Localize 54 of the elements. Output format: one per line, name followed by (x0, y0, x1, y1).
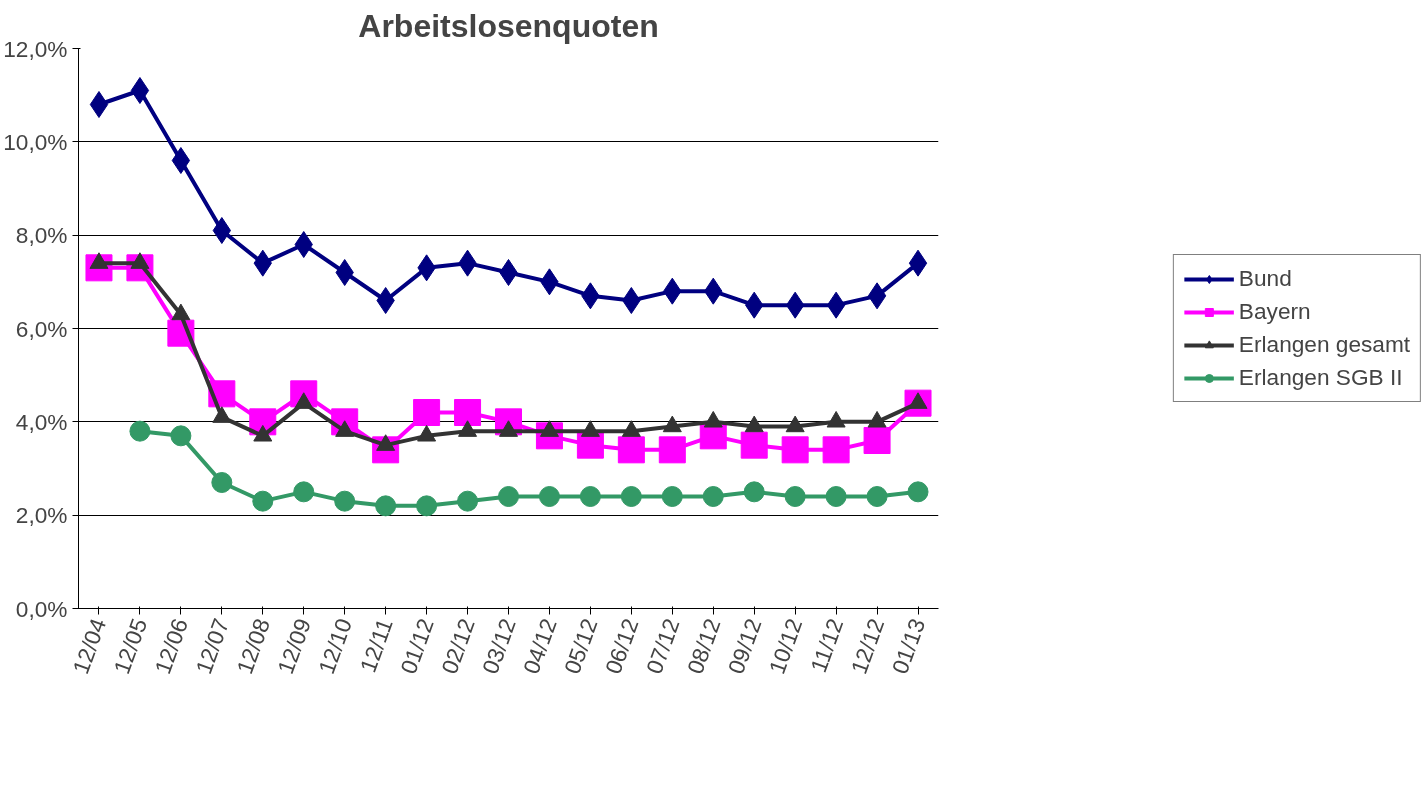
point (825, 486, 847, 507)
point (375, 495, 397, 517)
point (661, 486, 683, 507)
point (416, 495, 438, 517)
point (130, 77, 150, 104)
point (252, 490, 274, 512)
point (620, 486, 642, 507)
point (538, 486, 560, 507)
point (622, 287, 641, 314)
point (498, 486, 519, 507)
point (702, 486, 724, 507)
y-tick-label: 12,0% (3, 35, 68, 62)
point (867, 282, 887, 310)
point (454, 399, 482, 426)
point (129, 420, 151, 442)
point (863, 427, 891, 454)
y-tick-label: 2,0% (15, 502, 68, 529)
y-tick-label: 4,0% (15, 408, 68, 435)
y-tick-label: 6,0% (15, 315, 68, 342)
point (826, 291, 846, 319)
point (908, 249, 928, 277)
point (740, 431, 768, 459)
x-tick-label: 12/09 (272, 615, 316, 678)
point (499, 259, 518, 286)
point (579, 486, 601, 507)
point (743, 481, 765, 503)
point (212, 217, 231, 244)
point (89, 91, 109, 118)
point (376, 287, 395, 314)
point (334, 490, 356, 512)
legend-label: Bayern (1238, 298, 1311, 325)
legend-label: Bund (1238, 265, 1292, 292)
point (866, 486, 888, 507)
point (822, 436, 850, 464)
point (294, 231, 313, 258)
point (784, 486, 806, 507)
point (211, 472, 233, 493)
point (335, 259, 354, 286)
legend-label: Erlangen gesamt (1238, 331, 1411, 358)
y-tick-label: 10,0% (3, 128, 68, 155)
point (617, 436, 645, 464)
point (171, 147, 191, 174)
point (293, 481, 315, 503)
legend-label: Erlangen SGB II (1238, 364, 1403, 391)
point (658, 436, 686, 464)
chart-title: Arbeitslosenquoten (358, 7, 659, 44)
y-tick-label: 8,0% (15, 222, 68, 249)
y-tick-label: 0,0% (15, 595, 68, 622)
point (907, 481, 929, 503)
point (457, 490, 479, 512)
x-tick-label: 12/10 (313, 615, 357, 678)
point (781, 436, 809, 464)
point (170, 425, 192, 447)
point (413, 399, 441, 426)
